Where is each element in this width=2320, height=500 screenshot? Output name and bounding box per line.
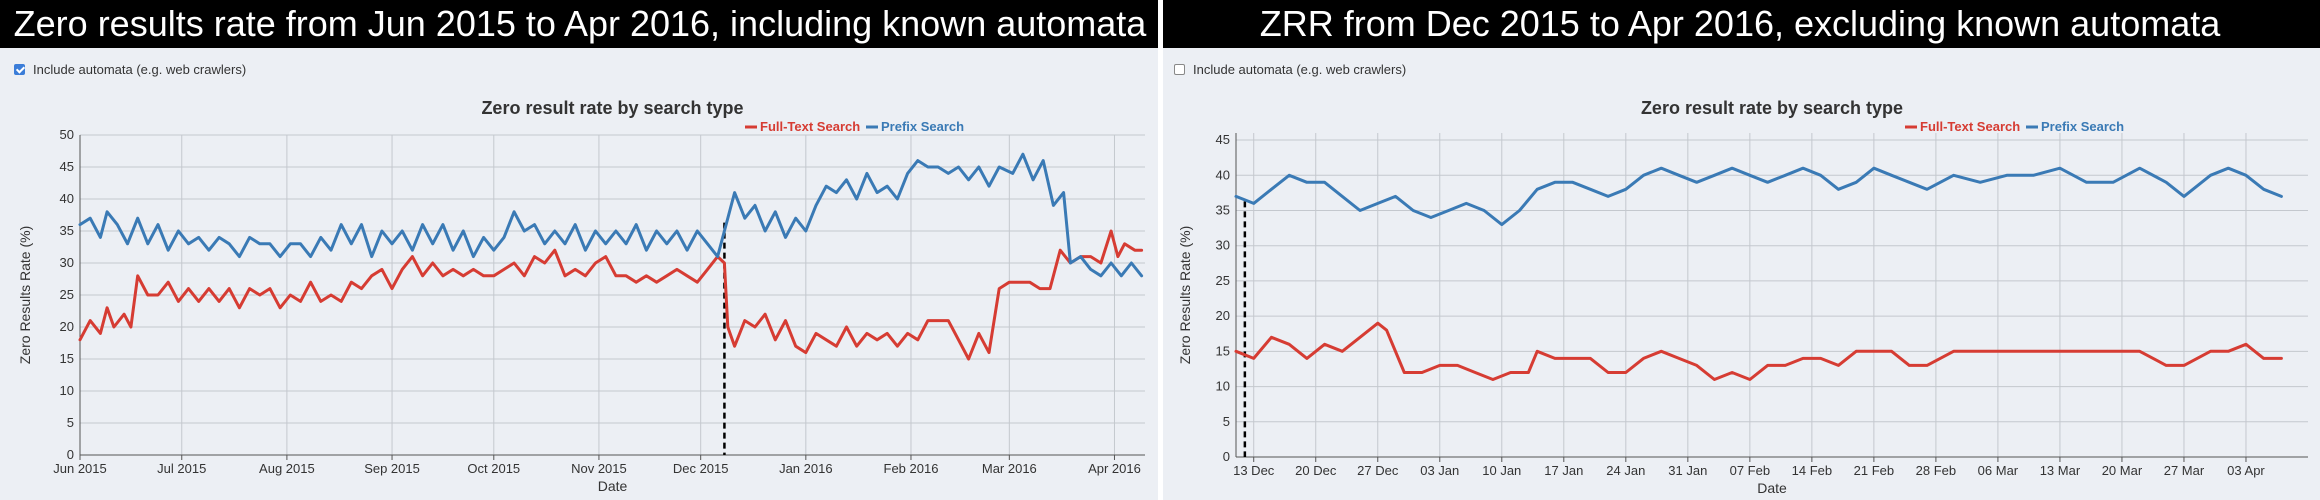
x-axis-label: Date (1757, 480, 1787, 496)
x-tick-label: 27 Dec (1357, 463, 1399, 478)
left-panel: Zero results rate from Jun 2015 to Apr 2… (0, 0, 1160, 500)
y-tick-label: 15 (60, 351, 74, 366)
x-axis-label: Date (598, 478, 628, 494)
x-tick-label: Mar 2016 (982, 461, 1037, 476)
x-tick-label: 31 Jan (1668, 463, 1707, 478)
x-tick-label: 17 Jan (1544, 463, 1583, 478)
series-line-prefix-search (1234, 166, 2283, 227)
y-tick-label: 25 (60, 287, 74, 302)
x-tick-label: Sep 2015 (364, 461, 420, 476)
y-tick-label: 20 (1216, 308, 1230, 323)
automata-checkbox[interactable] (14, 63, 25, 75)
y-tick-label: 15 (1216, 343, 1230, 358)
automata-toggle[interactable]: Include automata (e.g. web crawlers) (14, 60, 246, 78)
legend-label-full-text-search: Full-Text Search (1920, 119, 2020, 134)
x-tick-label: Nov 2015 (571, 461, 627, 476)
x-tick-label: 13 Dec (1233, 463, 1275, 478)
y-tick-label: 45 (60, 159, 74, 174)
y-tick-label: 25 (1216, 273, 1230, 288)
y-tick-label: 0 (1223, 449, 1230, 464)
y-tick-label: 30 (1216, 238, 1230, 253)
y-tick-label: 10 (1216, 379, 1230, 394)
x-tick-label: 20 Mar (2102, 463, 2143, 478)
x-tick-label: 07 Feb (1730, 463, 1770, 478)
series-line-prefix-search (78, 152, 1144, 278)
y-tick-label: 10 (60, 383, 74, 398)
y-tick-label: 5 (1223, 414, 1230, 429)
y-tick-label: 35 (60, 223, 74, 238)
series-line-full-text-search (78, 229, 1144, 361)
chart-title: Zero result rate by search type (481, 98, 743, 118)
y-tick-label: 45 (1216, 132, 1230, 147)
y-tick-label: 30 (60, 255, 74, 270)
panel-banner: Zero results rate from Jun 2015 to Apr 2… (0, 0, 1160, 48)
legend-label-prefix-search: Prefix Search (2041, 119, 2124, 134)
zero-result-rate-chart: 0 5 10 15 20 25 30 35 40 45 13 Dec 20 Dec 27 Dec 03 J… (1177, 98, 2308, 496)
x-tick-label: Apr 2016 (1088, 461, 1141, 476)
right-panel: ZRR from Dec 2015 to Apr 2016, excluding… (1160, 0, 2320, 500)
y-tick-label: 50 (60, 127, 74, 142)
x-tick-label: 14 Feb (1792, 463, 1832, 478)
y-tick-label: 40 (1216, 167, 1230, 182)
x-tick-label: 03 Apr (2227, 463, 2265, 478)
x-tick-label: Dec 2015 (673, 461, 729, 476)
legend-label-prefix-search: Prefix Search (881, 119, 964, 134)
y-tick-label: 0 (67, 447, 74, 462)
automata-checkbox[interactable] (1174, 63, 1185, 75)
x-tick-label: Jul 2015 (157, 461, 206, 476)
x-tick-label: 21 Feb (1854, 463, 1894, 478)
automata-checkbox-label: Include automata (e.g. web crawlers) (1193, 61, 1407, 77)
x-tick-label: Oct 2015 (467, 461, 520, 476)
x-tick-label: 28 Feb (1916, 463, 1956, 478)
chart-title: Zero result rate by search type (1641, 98, 1903, 118)
x-tick-label: 10 Jan (1482, 463, 1521, 478)
y-axis-label: Zero Results Rate (%) (17, 226, 33, 364)
y-axis-label: Zero Results Rate (%) (1177, 226, 1193, 364)
panel-banner: ZRR from Dec 2015 to Apr 2016, excluding… (1160, 0, 2320, 48)
x-tick-label: 27 Mar (2164, 463, 2205, 478)
x-tick-label: 20 Dec (1295, 463, 1337, 478)
y-tick-label: 20 (60, 319, 74, 334)
x-tick-label: Jan 2016 (779, 461, 833, 476)
panel-divider (1158, 0, 1163, 500)
x-tick-label: Feb 2016 (884, 461, 939, 476)
y-tick-label: 5 (67, 415, 74, 430)
y-tick-label: 40 (60, 191, 74, 206)
series-line-full-text-search (1234, 321, 2283, 381)
x-tick-label: Aug 2015 (259, 461, 315, 476)
y-tick-label: 35 (1216, 202, 1230, 217)
automata-checkbox-label: Include automata (e.g. web crawlers) (33, 61, 247, 77)
x-tick-label: 06 Mar (1978, 463, 2019, 478)
x-tick-label: 13 Mar (2040, 463, 2081, 478)
zero-result-rate-chart: 0 5 10 15 20 25 30 35 40 45 50 Jun 2015 Jul 2015 Aug … (17, 98, 1145, 494)
x-tick-label: 03 Jan (1420, 463, 1459, 478)
legend-label-full-text-search: Full-Text Search (760, 119, 860, 134)
x-tick-label: Jun 2015 (53, 461, 107, 476)
x-tick-label: 24 Jan (1606, 463, 1645, 478)
automata-toggle[interactable]: Include automata (e.g. web crawlers) (1174, 60, 1406, 78)
